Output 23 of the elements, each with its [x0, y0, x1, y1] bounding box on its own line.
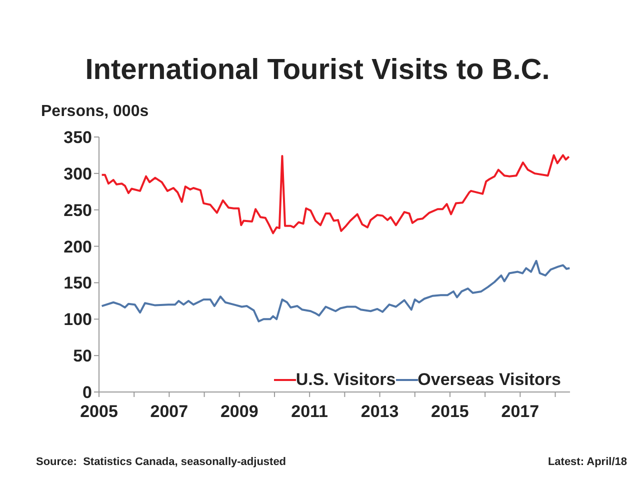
y-tick-label: 200 — [64, 237, 92, 256]
y-tick-label: 100 — [64, 310, 92, 330]
text: Latest: April/18 — [548, 456, 627, 468]
y-tick-label: 300 — [64, 164, 92, 184]
source-note: Source: Statistics Canada, seasonally-adjusted — [36, 456, 286, 468]
legend-label: U.S. Visitors — [296, 370, 396, 390]
y-tick-label: 350 — [64, 128, 92, 148]
y-tick-label: 0 — [82, 383, 92, 402]
legend-label: Overseas Visitors — [418, 370, 561, 390]
y-tick-label: 250 — [64, 200, 92, 220]
x-tick-label: 2015 — [431, 402, 469, 422]
x-tick-label: 2013 — [360, 402, 399, 422]
y-tick-label: 150 — [64, 274, 92, 293]
x-tick-label: 2005 — [80, 402, 118, 422]
x-tick-label: 2009 — [220, 402, 258, 422]
x-tick-label: 2007 — [150, 402, 188, 422]
x-tick-label: 2017 — [501, 402, 540, 422]
line-series — [100, 260, 570, 322]
chart-title: International Tourist Visits to B.C. — [84, 54, 551, 87]
x-tick-label: 2011 — [291, 402, 328, 422]
y-tick-label: 50 — [73, 346, 92, 366]
line-series — [100, 154, 570, 234]
y-axis-title: Persons, 000s — [41, 103, 149, 121]
